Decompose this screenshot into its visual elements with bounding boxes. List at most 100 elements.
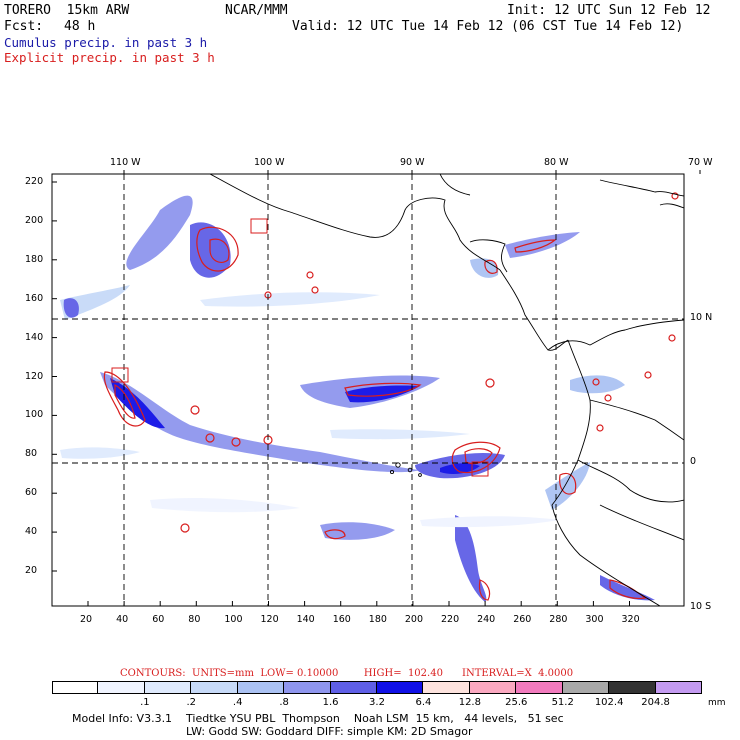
precip-band-scatter1 [60, 447, 140, 459]
explicit-precip-contours [103, 192, 679, 601]
bottom-tick-label: 80 [188, 614, 201, 625]
left-tick-label: 100 [25, 409, 44, 421]
contour-galapagos-inner [464, 448, 493, 465]
bottom-tick-label: 100 [224, 614, 243, 625]
coastlines [209, 174, 684, 606]
explicit-legend: Explicit precip. in past 3 h [4, 50, 215, 65]
coast-peru-border [599, 504, 684, 541]
bottom-tick-label: 60 [152, 614, 165, 625]
colorbar-label: 12.8 [458, 697, 481, 708]
left-tick-label: 120 [25, 370, 44, 382]
contour-peru [609, 579, 647, 600]
lat-label-10s: 10 S [690, 601, 712, 612]
bottom-tick-label: 120 [260, 614, 279, 625]
contour-nw [196, 226, 239, 272]
left-tick-label: 220 [25, 176, 44, 187]
bottom-tick-label: 240 [477, 614, 496, 625]
colorbar-cell [237, 681, 285, 694]
precip-band-scatter5 [330, 429, 470, 440]
high-markers [111, 218, 489, 477]
model-info: Model Info: V3.3.1 Tiedtke YSU PBL Thomp… [72, 712, 564, 725]
bottom-tick-label: 220 [441, 614, 460, 625]
colorbar-unit: mm [708, 698, 726, 708]
left-tick-label: 180 [25, 253, 44, 265]
contour-galapagos [451, 441, 501, 474]
contour-nw-inner [209, 238, 230, 263]
colorbar-label: .2 [186, 697, 197, 708]
colorbar-cell [330, 681, 377, 694]
colorbar-label: 6.4 [415, 697, 432, 708]
model-title: TORERO 15km ARW [4, 3, 130, 18]
contour-central-am [484, 259, 498, 274]
fcst-value: 48 h [64, 19, 96, 34]
colorbar-cell [562, 681, 610, 694]
precip-band-w2 [63, 298, 79, 318]
colorbar-label: 204.8 [641, 697, 670, 708]
valid-time: Valid: 12 UTC Tue 14 Feb 12 (06 CST Tue … [292, 19, 684, 34]
contour-south [478, 579, 491, 601]
org-label: NCAR/MMM [225, 3, 288, 18]
precip-band-south [455, 515, 487, 602]
coast-gulf [439, 174, 471, 196]
contours-label: CONTOURS: UNITS=mm LOW= 0.10000 [120, 668, 339, 679]
bottom-tick-label: 280 [549, 614, 568, 625]
colorbar-cell [98, 681, 145, 694]
colorbar-cell [469, 681, 517, 694]
colorbar-cell [655, 681, 702, 694]
coast-central-america [499, 269, 569, 351]
model-info-2: LW: Godd SW: Goddard DIFF: simple KM: 2D… [186, 725, 473, 738]
colorbar-cell [191, 681, 238, 694]
fcst-label: Fcst: [4, 19, 44, 34]
map-frame [51, 173, 685, 607]
left-axis [52, 181, 57, 572]
colorbar-cell [423, 681, 470, 694]
precip-band-scatter3 [150, 497, 300, 513]
colorbar-label: 1.6 [322, 697, 339, 708]
contours-high: HIGH= 102.40 [363, 668, 443, 679]
bottom-tick-label: 260 [513, 614, 532, 625]
left-tick-label: 60 [25, 487, 38, 499]
bottom-tick-label: 20 [80, 614, 93, 625]
bottom-tick-label: 300 [585, 614, 604, 625]
bottom-tick-label: 200 [404, 614, 424, 625]
cumulus-legend: Cumulus precip. in past 3 h [4, 35, 208, 50]
colorbar-label: .8 [279, 697, 289, 708]
lon-label-70w: 70 W [688, 157, 713, 168]
bottom-axis [87, 601, 630, 606]
contours-interval: INTERVAL=X 4.0000 [462, 668, 574, 679]
precip-band-scatter2 [200, 292, 380, 307]
contour-w [103, 371, 146, 427]
coast-mexico [209, 174, 501, 271]
left-tick-label: 140 [25, 331, 44, 343]
lon-label-90w: 90 W [400, 157, 425, 168]
colorbar-cell [609, 681, 656, 694]
precip-band-nw [126, 195, 193, 270]
bottom-tick-label: 180 [368, 614, 387, 625]
bottom-tick-label: 40 [116, 614, 129, 625]
colorbar-cell [52, 681, 99, 694]
colorbar-label: 51.2 [551, 697, 574, 708]
colorbar-label: .4 [232, 697, 243, 708]
init-time: Init: 12 UTC Sun 12 Feb 12 [507, 3, 711, 18]
colorbar-cell [144, 681, 192, 694]
colorbar-cell [284, 681, 331, 694]
colorbar-label: 102.4 [594, 697, 624, 708]
lon-label-110w: 110 W [110, 157, 141, 168]
contours-info: CONTOURS: UNITS=mm LOW= 0.10000 HIGH= 10… [120, 668, 573, 679]
contour-caribbean [514, 239, 557, 253]
colorbar-label: 3.2 [369, 697, 385, 708]
contour-w-inner [114, 384, 136, 419]
bottom-tick-label: 140 [296, 614, 315, 625]
lat-label-0: 0 [690, 456, 697, 467]
colorbar-label: .1 [140, 697, 150, 708]
cumulus-precip-areas [60, 195, 655, 602]
left-tick-label: 20 [25, 565, 38, 576]
coast-ecuador-border [577, 459, 684, 503]
colorbar-cell [516, 681, 563, 694]
precip-band-itcz-west [100, 372, 420, 473]
colorbar-cell [377, 681, 424, 694]
coast-panama [547, 319, 684, 351]
precip-band-galapagos-core [440, 463, 480, 474]
coast-cuba [599, 179, 684, 197]
